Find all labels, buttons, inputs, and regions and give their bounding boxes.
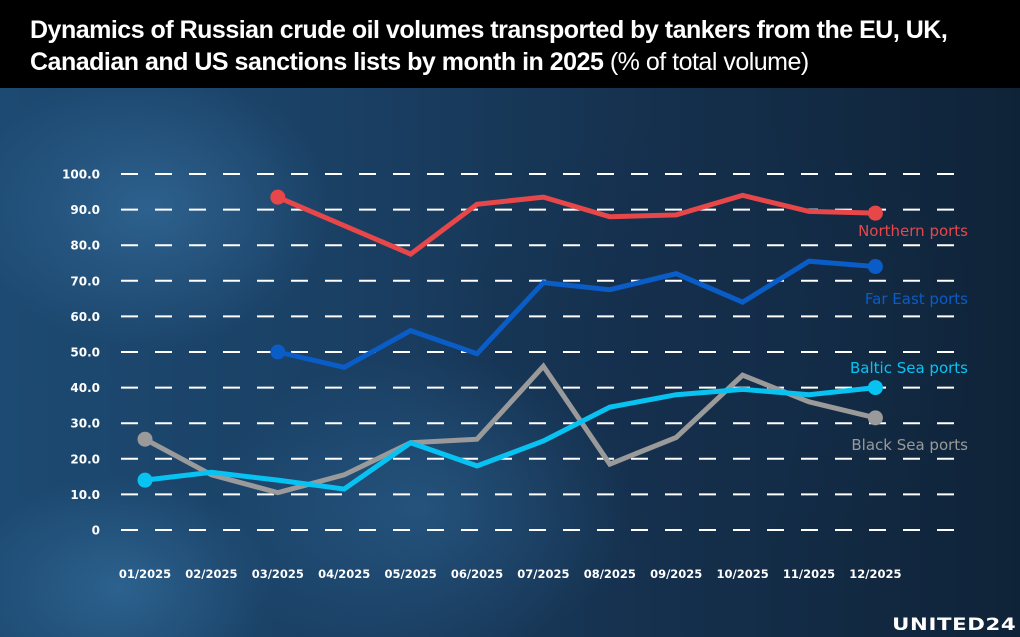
end-marker	[867, 259, 883, 275]
y-tick-label: 20.0	[70, 452, 100, 466]
y-tick-label: 60.0	[70, 310, 100, 324]
start-marker	[137, 472, 153, 488]
y-tick-label: 0	[92, 524, 100, 538]
x-tick-label: 01/2025	[119, 567, 171, 581]
title-unit: (% of total volume)	[609, 48, 809, 76]
y-tick-label: 80.0	[70, 239, 100, 253]
header-bar: Dynamics of Russian crude oil volumes tr…	[0, 0, 1020, 88]
y-tick-label: 40.0	[70, 381, 100, 395]
series-label: Far East ports	[865, 290, 968, 308]
x-tick-label: 10/2025	[716, 567, 768, 581]
y-axis: 0 10.0 20.0 30.0 40.0 50.0 60.0 70.0 80.0 90.0 100…	[62, 168, 100, 538]
x-tick-label: 03/2025	[252, 567, 304, 581]
x-tick-label: 02/2025	[185, 567, 237, 581]
y-tick-label: 100.0	[62, 168, 100, 182]
series-line-far-east-ports	[277, 258, 876, 370]
series-line-northern-ports	[276, 192, 876, 257]
end-marker	[867, 205, 883, 221]
y-tick-label: 50.0	[70, 346, 100, 360]
x-tick-label: 09/2025	[650, 567, 702, 581]
series-label: Baltic Sea ports	[850, 359, 968, 377]
x-tick-label: 05/2025	[384, 567, 436, 581]
start-marker	[137, 431, 153, 447]
united24-logo: UNITED24	[891, 615, 1016, 635]
y-tick-label: 10.0	[70, 488, 100, 502]
x-tick-label: 08/2025	[584, 567, 636, 581]
background-texture	[0, 88, 1020, 637]
x-tick-label: 07/2025	[517, 567, 569, 581]
start-marker	[270, 189, 286, 205]
series-labels: Black Sea ports Baltic Sea ports Far East …	[850, 222, 968, 454]
y-tick-label: 70.0	[70, 274, 100, 288]
chart-title: Dynamics of Russian crude oil volumes tr…	[30, 14, 1010, 78]
series-line-black-sea-ports	[143, 362, 876, 496]
end-marker	[867, 410, 883, 426]
x-tick-label: 06/2025	[451, 567, 503, 581]
y-tick-label: 30.0	[70, 417, 100, 431]
title-main: Dynamics of Russian crude oil volumes tr…	[30, 16, 948, 76]
series-label: Black Sea ports	[851, 436, 968, 454]
series-lines	[137, 189, 883, 496]
x-axis: 01/2025 02/2025 03/2025 04/2025 05/2025 06/20…	[119, 567, 902, 581]
x-tick-label: 12/2025	[849, 567, 901, 581]
end-marker	[867, 380, 883, 396]
gridlines	[113, 173, 970, 531]
series-label: Northern ports	[858, 222, 968, 240]
start-marker	[270, 344, 286, 360]
x-tick-label: 11/2025	[783, 567, 835, 581]
series-line-baltic-sea-ports	[144, 385, 876, 492]
x-tick-label: 04/2025	[318, 567, 370, 581]
y-tick-label: 90.0	[70, 203, 100, 217]
